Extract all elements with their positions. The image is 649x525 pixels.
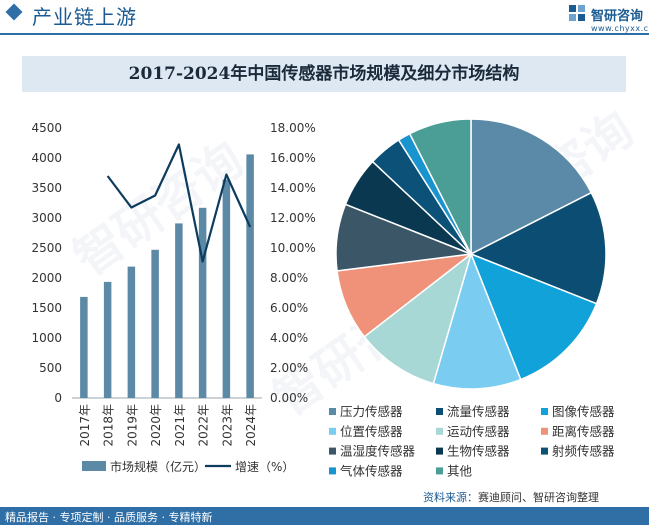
y-right-tick-label: 10.00% xyxy=(270,241,316,255)
y-left-tick-label: 1000 xyxy=(31,331,62,345)
legend-swatch-bar xyxy=(82,461,106,471)
x-category-label: 2020年 xyxy=(149,404,163,447)
pie-legend-label: 射频传感器 xyxy=(552,444,615,459)
pie-legend-label: 图像传感器 xyxy=(552,404,615,419)
y-right-tick-label: 6.00% xyxy=(270,301,308,315)
pie-legend-label: 生物传感器 xyxy=(447,444,510,459)
pie-legend-swatch xyxy=(541,427,548,435)
brand-name: 智研咨询 xyxy=(591,9,644,24)
pie-legend-swatch xyxy=(329,427,336,435)
line-growth-rate xyxy=(106,143,252,263)
x-category-label: 2021年 xyxy=(173,404,187,447)
pie-legend-label: 位置传感器 xyxy=(340,424,403,439)
source-text: 赛迪顾问、智研咨询整理 xyxy=(478,491,599,504)
pie-slice xyxy=(432,251,522,390)
pie-legend-label: 流量传感器 xyxy=(447,404,510,419)
y-left-tick-label: 4500 xyxy=(31,121,62,135)
pie-legend-swatch xyxy=(436,467,443,475)
pie-legend-swatch xyxy=(329,408,336,415)
pie-slice xyxy=(408,118,472,255)
x-category-label: 2017年 xyxy=(78,404,92,447)
y-right-tick-label: 0.00% xyxy=(270,391,308,405)
chart-title: 2017-2024年中国传感器市场规模及细分市场结构 xyxy=(128,64,520,84)
header-divider xyxy=(0,33,649,35)
y-left-tick-label: 3500 xyxy=(31,181,62,195)
pie-legend-label: 运动传感器 xyxy=(447,424,510,439)
bar-market-size xyxy=(127,266,136,398)
pie-legend-swatch xyxy=(436,427,443,435)
y-left-tick-label: 500 xyxy=(39,361,62,375)
y-right-tick-label: 18.00% xyxy=(270,121,316,135)
y-left-tick-label: 2000 xyxy=(31,271,62,285)
x-category-label: 2019年 xyxy=(125,404,139,447)
pie-legend-swatch xyxy=(541,447,548,455)
bar-market-size xyxy=(80,296,88,398)
pie-slice xyxy=(470,118,593,256)
pie-legend-swatch xyxy=(436,408,443,415)
pie-legend-label: 压力传感器 xyxy=(340,404,403,419)
y-right-tick-label: 8.00% xyxy=(270,271,308,285)
page-title: 产业链上游 xyxy=(32,5,137,29)
source-note: 资料来源：赛迪顾问、智研咨询整理 xyxy=(423,489,599,505)
y-left-tick-label: 3000 xyxy=(31,211,62,225)
brand-logo-icon xyxy=(569,5,585,21)
bar-market-size xyxy=(151,249,159,398)
bar-market-size xyxy=(246,154,254,398)
pie-legend-swatch xyxy=(329,467,336,475)
y-right-tick-label: 12.00% xyxy=(270,211,316,225)
pie-legend-swatch xyxy=(541,408,548,415)
brand-url: www.chyxx.com xyxy=(591,24,649,33)
pie-legend-label: 其他 xyxy=(447,463,473,478)
pie-slice xyxy=(363,251,473,385)
x-category-label: 2023年 xyxy=(220,404,234,447)
pie-legend-label: 距离传感器 xyxy=(552,424,615,439)
pie-slice xyxy=(469,252,598,381)
page-header: 产业链上游 智研咨询 www.chyxx.com xyxy=(0,0,649,35)
bar-market-size xyxy=(198,207,207,398)
legend-label-bar: 市场规模（亿元） xyxy=(110,459,206,474)
pie-legend-swatch xyxy=(329,447,336,455)
bar-market-size xyxy=(222,179,231,398)
y-right-tick-label: 16.00% xyxy=(270,151,316,165)
y-left-tick-label: 4000 xyxy=(31,151,62,165)
x-category-label: 2022年 xyxy=(197,404,211,447)
bar-market-size xyxy=(175,223,183,398)
footer-slogan: 精品报告 · 专项定制 · 品质服务 · 专精特新 xyxy=(5,511,213,524)
y-right-tick-label: 14.00% xyxy=(270,181,316,195)
source-label: 资料来源： xyxy=(423,491,478,504)
x-category-label: 2024年 xyxy=(244,404,258,447)
x-category-label: 2018年 xyxy=(102,404,116,447)
y-left-tick-label: 2500 xyxy=(31,241,62,255)
pie-slice xyxy=(469,191,607,305)
y-right-tick-label: 2.00% xyxy=(270,361,308,375)
y-left-tick-label: 1500 xyxy=(31,301,62,315)
pie-legend-label: 气体传感器 xyxy=(340,463,403,478)
y-right-tick-label: 4.00% xyxy=(270,331,308,345)
legend-label-line: 增速（%） xyxy=(235,460,294,474)
footer-bar: 精品报告 · 专项定制 · 品质服务 · 专精特新 xyxy=(0,507,649,525)
pie-legend-swatch xyxy=(436,447,443,455)
bar-market-size xyxy=(103,281,112,398)
chart-title-bar: 2017-2024年中国传感器市场规模及细分市场结构 xyxy=(22,56,626,92)
y-left-tick-label: 0 xyxy=(54,391,62,405)
pie-legend-label: 温湿度传感器 xyxy=(340,444,416,459)
